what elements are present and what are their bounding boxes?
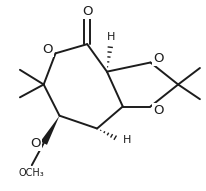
Text: O: O [153, 104, 164, 117]
Text: O: O [153, 52, 164, 65]
Text: O: O [42, 43, 53, 56]
Text: H: H [107, 32, 115, 42]
Text: O: O [30, 137, 41, 150]
Text: H: H [123, 134, 131, 145]
Polygon shape [40, 116, 60, 145]
Text: OCH₃: OCH₃ [19, 168, 45, 177]
Text: O: O [82, 5, 92, 18]
